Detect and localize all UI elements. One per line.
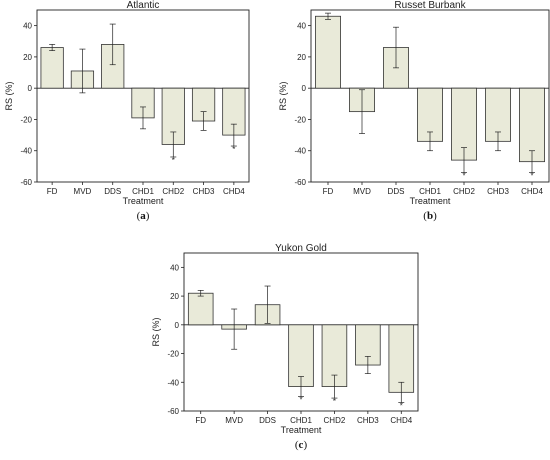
x-tick-label: CHD3 <box>487 187 509 196</box>
significance-mark: * <box>172 156 175 165</box>
x-tick-label: CHD2 <box>324 416 346 425</box>
bar-fd <box>315 15 341 89</box>
bar-fd <box>187 292 214 326</box>
significance-mark: * <box>232 145 235 154</box>
y-tick-label: 0 <box>28 84 33 93</box>
caption-close-paren: ) <box>303 439 307 451</box>
y-axis-label: RS (%) <box>151 317 161 346</box>
x-tick-label: CHD2 <box>453 187 475 196</box>
x-tick-label: DDS <box>388 187 405 196</box>
y-tick-label: -60 <box>20 178 32 187</box>
bar-fd <box>40 47 64 89</box>
x-tick-label: CHD3 <box>357 416 379 425</box>
y-tick-label: 20 <box>23 53 32 62</box>
chart-title: Yukon Gold <box>275 243 327 254</box>
y-tick-label: 20 <box>170 292 179 301</box>
x-axis-label: Treatment <box>123 196 164 206</box>
y-tick-label: 0 <box>175 321 180 330</box>
x-tick-label: FD <box>195 416 206 425</box>
x-tick-label: CHD3 <box>193 187 215 196</box>
caption-letter: b <box>427 210 433 222</box>
caption-close-paren: ) <box>433 210 437 222</box>
chart-panel-a: -60 -40 -20 0 20 40 FD MVD DDS CHD1 * CHD2 CHD3 * CHD4… <box>4 0 250 222</box>
significance-mark: * <box>530 172 533 181</box>
x-tick-label: MVD <box>225 416 243 425</box>
panel-caption: (a) <box>137 210 150 222</box>
x-tick-label: CHD4 <box>521 187 543 196</box>
x-tick-label: FD <box>323 187 334 196</box>
y-tick-label: -20 <box>294 115 306 124</box>
x-axis-label: Treatment <box>410 196 451 206</box>
panel-caption: (c) <box>295 439 308 451</box>
x-tick-label: CHD1 <box>290 416 312 425</box>
y-tick-label: 20 <box>297 53 306 62</box>
significance-mark: * <box>462 172 465 181</box>
x-tick-label: DDS <box>104 187 121 196</box>
caption-open-paren: ( <box>295 439 299 451</box>
y-tick-label: 0 <box>302 84 307 93</box>
y-axis-label: RS (%) <box>4 81 14 110</box>
y-tick-label: -60 <box>167 407 179 416</box>
significance-mark: * <box>333 397 336 406</box>
y-tick-label: -60 <box>294 178 306 187</box>
y-tick-label: -40 <box>20 147 32 156</box>
x-tick-label: CHD4 <box>390 416 412 425</box>
x-tick-label: DDS <box>259 416 276 425</box>
x-tick-label: MVD <box>353 187 371 196</box>
caption-open-paren: ( <box>423 210 427 222</box>
x-tick-label: MVD <box>74 187 92 196</box>
y-tick-label: 40 <box>297 22 306 31</box>
y-tick-label: 40 <box>170 263 179 272</box>
x-tick-label: CHD1 <box>132 187 154 196</box>
y-tick-label: -40 <box>167 378 179 387</box>
chart-panel-c: -60 -40 -20 0 20 40 FD MVD DDS * CHD1 * CHD2 CHD3 * CHD… <box>151 243 419 451</box>
chart-title: Atlantic <box>127 0 160 11</box>
chart-panel-b: -60 -40 -20 0 20 40 FD MVD DDS CHD1 * CHD2 CHD3 * CHD4… <box>278 0 550 222</box>
x-tick-label: CHD4 <box>223 187 245 196</box>
x-tick-label: FD <box>47 187 58 196</box>
caption-letter: c <box>299 439 304 451</box>
y-tick-label: -20 <box>20 115 32 124</box>
y-tick-label: -40 <box>294 147 306 156</box>
y-tick-label: -20 <box>167 350 179 359</box>
x-tick-label: CHD2 <box>162 187 184 196</box>
x-axis-label: Treatment <box>281 425 322 435</box>
y-axis-label: RS (%) <box>278 81 288 110</box>
panel-caption: (b) <box>423 210 437 222</box>
caption-close-paren: ) <box>146 210 150 222</box>
caption-open-paren: ( <box>137 210 141 222</box>
chart-title: Russet Burbank <box>394 0 466 11</box>
significance-mark: * <box>299 396 302 405</box>
y-tick-label: 40 <box>23 22 32 31</box>
significance-mark: * <box>400 401 403 410</box>
x-tick-label: CHD1 <box>419 187 441 196</box>
caption-letter: a <box>140 210 146 222</box>
